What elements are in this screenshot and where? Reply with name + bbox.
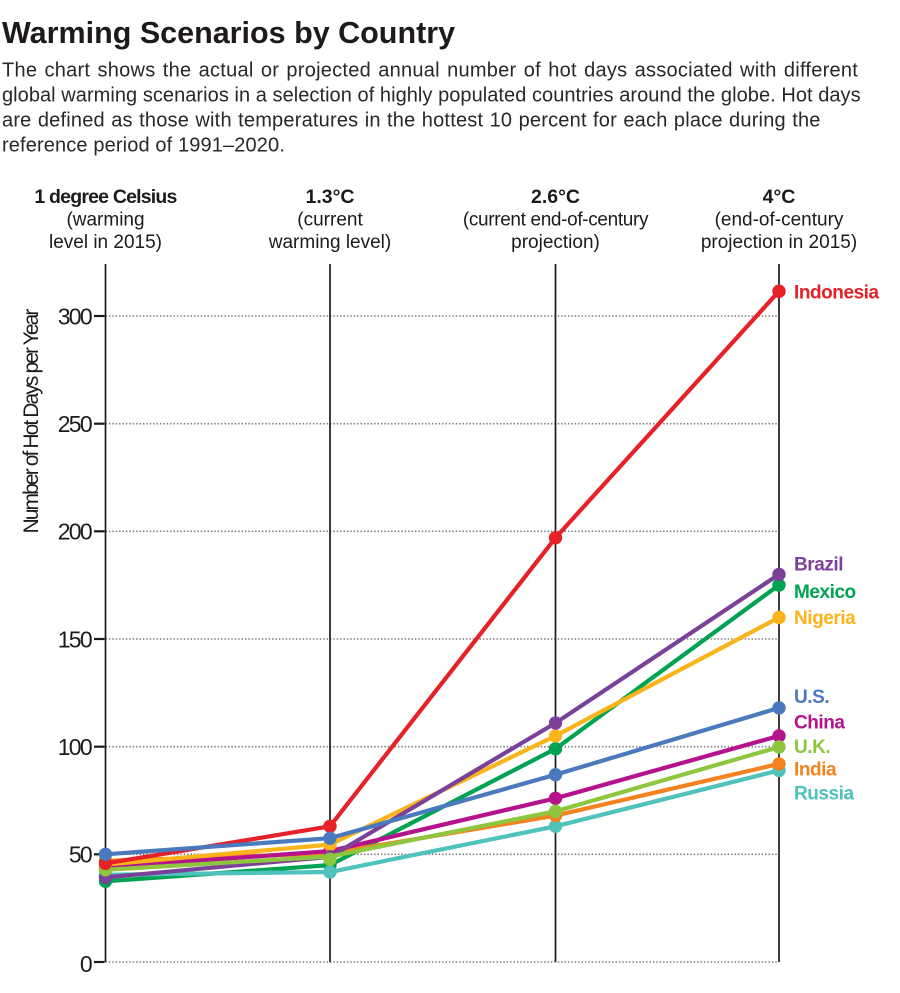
svg-text:(warming: (warming [66, 210, 144, 231]
svg-text:Nigeria: Nigeria [794, 608, 856, 629]
svg-text:projection): projection) [511, 232, 600, 253]
svg-text:Number of Hot Days per Year: Number of Hot Days per Year [20, 309, 43, 534]
svg-text:250: 250 [58, 411, 92, 437]
svg-text:150: 150 [58, 626, 92, 652]
svg-text:1 degree Celsius: 1 degree Celsius [34, 186, 177, 208]
svg-text:4°C: 4°C [763, 186, 796, 208]
svg-text:(end-of-century: (end-of-century [715, 210, 844, 231]
svg-text:50: 50 [69, 842, 92, 868]
svg-text:Indonesia: Indonesia [794, 283, 880, 304]
svg-text:U.K.: U.K. [794, 737, 830, 758]
svg-text:(current: (current [297, 210, 363, 231]
svg-text:U.S.: U.S. [794, 687, 829, 708]
svg-text:(current end-of-century: (current end-of-century [463, 210, 649, 231]
svg-text:Brazil: Brazil [794, 555, 843, 576]
svg-text:1.3°C: 1.3°C [306, 186, 355, 208]
svg-text:projection in 2015): projection in 2015) [701, 232, 857, 253]
svg-text:warming level): warming level) [268, 232, 391, 253]
svg-text:0: 0 [80, 951, 92, 977]
svg-text:China: China [794, 713, 845, 734]
svg-text:200: 200 [58, 519, 92, 545]
svg-text:level in 2015): level in 2015) [49, 232, 162, 253]
svg-text:India: India [794, 760, 837, 781]
svg-text:are defined as those with temp: are defined as those with temperatures i… [2, 110, 821, 132]
svg-text:300: 300 [58, 303, 92, 329]
svg-text:global warming scenarios in a: global warming scenarios in a selection … [2, 85, 861, 107]
svg-text:Warming Scenarios by Country: Warming Scenarios by Country [2, 16, 455, 50]
svg-text:Russia: Russia [794, 784, 854, 805]
svg-text:reference period of 1991–2020.: reference period of 1991–2020. [2, 135, 285, 157]
svg-text:2.6°C: 2.6°C [531, 186, 580, 208]
svg-text:Mexico: Mexico [794, 582, 856, 603]
svg-text:The chart shows the actual or: The chart shows the actual or projected … [2, 60, 858, 82]
svg-text:100: 100 [58, 734, 92, 760]
